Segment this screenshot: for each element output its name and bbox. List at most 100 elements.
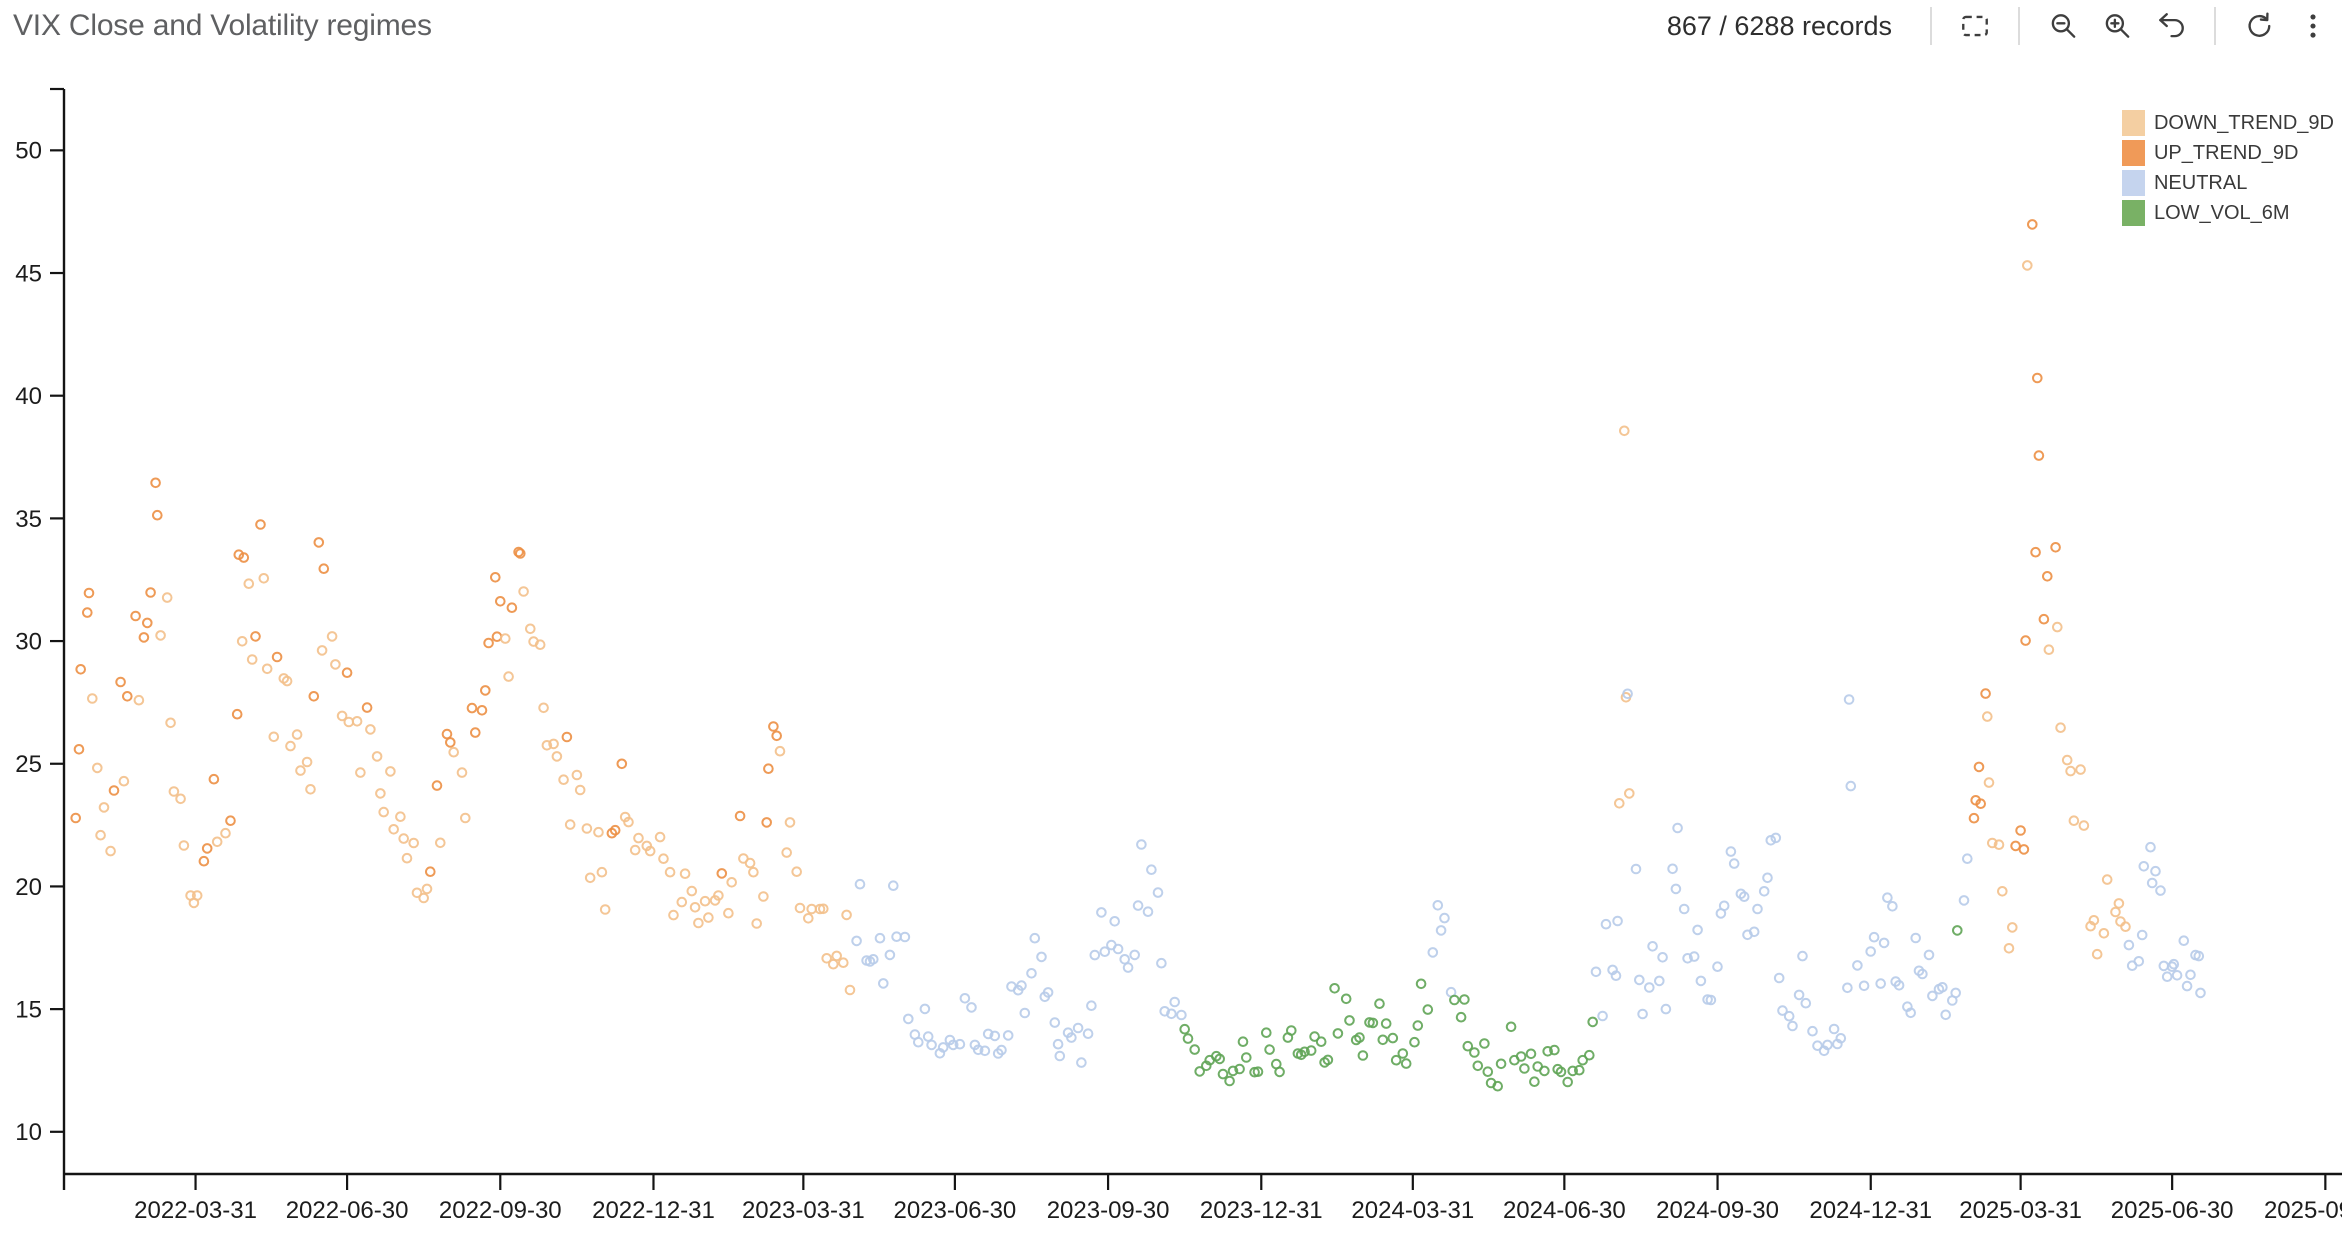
data-point	[1539, 1065, 1550, 1077]
y-tick-label: 35	[15, 506, 42, 533]
data-point	[668, 909, 679, 921]
zoom-out-button[interactable]	[2046, 9, 2080, 43]
data-point	[1214, 1053, 1225, 1065]
data-point	[1422, 1004, 1434, 1015]
data-point	[1086, 1000, 1097, 1012]
data-point	[506, 602, 518, 614]
data-point	[1574, 1064, 1585, 1076]
data-point	[1705, 994, 1717, 1006]
data-point	[168, 786, 180, 797]
data-point	[115, 676, 126, 688]
data-point	[1773, 972, 1785, 984]
data-point	[268, 731, 280, 743]
data-point	[483, 637, 494, 649]
legend: DOWN_TREND_9D UP_TREND_9D NEUTRAL LOW_VO…	[2121, 108, 2334, 228]
header: VIX Close and Volatility regimes 867 / 6…	[0, 0, 2342, 52]
box-select-button[interactable]	[1958, 9, 1992, 43]
data-point	[2155, 885, 2166, 896]
data-point	[2146, 877, 2158, 889]
data-point	[1492, 1080, 1503, 1092]
more-options-button[interactable]	[2296, 9, 2330, 43]
data-point	[1654, 975, 1665, 987]
data-point	[1630, 863, 1642, 875]
data-point	[1016, 980, 1027, 991]
data-point	[1600, 918, 1612, 930]
data-point	[1189, 1044, 1200, 1055]
x-tick-label: 2023-12-31	[1200, 1197, 1323, 1224]
x-tick-label: 2022-12-31	[592, 1197, 715, 1224]
data-point	[1367, 1017, 1379, 1029]
data-point	[1587, 1016, 1598, 1028]
data-point	[398, 833, 410, 844]
data-point	[548, 738, 559, 750]
data-point	[1182, 1033, 1194, 1044]
data-point	[418, 892, 430, 904]
legend-label: DOWN_TREND_9D	[2153, 111, 2334, 134]
data-point	[525, 623, 536, 635]
data-point	[178, 840, 190, 851]
data-point	[1400, 1058, 1412, 1069]
data-point	[1660, 1003, 1672, 1015]
data-point	[2020, 635, 2031, 646]
data-point	[748, 866, 759, 878]
data-point	[2091, 948, 2103, 960]
data-point	[395, 811, 406, 823]
data-point	[238, 552, 250, 563]
data-point	[781, 847, 793, 858]
y-tick-label: 40	[15, 383, 42, 410]
data-point	[161, 592, 173, 603]
data-point	[1176, 1009, 1187, 1021]
data-point	[408, 837, 420, 849]
data-point	[500, 633, 511, 644]
data-point	[996, 1044, 1007, 1056]
data-point	[609, 824, 621, 836]
data-point	[2018, 844, 2030, 855]
data-point	[1555, 1066, 1567, 1078]
data-point	[470, 727, 481, 738]
data-point	[155, 630, 166, 641]
legend-swatch-low-vol	[2121, 200, 2145, 226]
refresh-button[interactable]	[2242, 9, 2276, 43]
data-point	[919, 1003, 931, 1015]
data-point	[1577, 1054, 1588, 1066]
data-point	[1584, 1049, 1595, 1061]
data-point	[884, 949, 896, 961]
zoom-in-button[interactable]	[2100, 9, 2134, 43]
data-point	[70, 812, 81, 824]
data-point	[431, 780, 443, 791]
legend-label: UP_TREND_9D	[2153, 141, 2299, 164]
data-point	[1439, 912, 1450, 924]
data-point	[1923, 949, 1935, 961]
data-point	[375, 788, 386, 799]
data-point	[1036, 951, 1047, 963]
legend-item-neutral: NEUTRAL	[2121, 168, 2334, 198]
data-point	[1610, 970, 1622, 982]
data-point	[1109, 916, 1120, 927]
x-tick-label: 2022-09-30	[439, 1197, 562, 1224]
data-point	[1029, 932, 1041, 944]
data-point	[1670, 883, 1682, 895]
data-point	[1099, 946, 1111, 958]
data-point	[1529, 1076, 1540, 1087]
x-tick-label: 2024-09-30	[1656, 1197, 1779, 1224]
undo-button[interactable]	[2154, 9, 2188, 43]
data-point	[758, 891, 769, 902]
data-point	[1910, 932, 1921, 944]
data-point	[1146, 864, 1157, 876]
data-point	[271, 651, 283, 663]
data-point	[1940, 1009, 1951, 1021]
data-point	[2193, 950, 2205, 962]
data-point	[726, 877, 738, 888]
data-point	[142, 617, 153, 629]
plot-area[interactable]	[64, 89, 2342, 1174]
data-point	[285, 740, 296, 752]
data-point	[330, 659, 341, 670]
data-point	[1142, 906, 1154, 918]
data-point	[448, 746, 460, 758]
data-point	[1614, 798, 1625, 809]
data-point	[2161, 971, 2173, 983]
data-point	[1657, 952, 1668, 963]
data-point	[1340, 993, 1352, 1005]
data-point	[1950, 987, 1961, 999]
